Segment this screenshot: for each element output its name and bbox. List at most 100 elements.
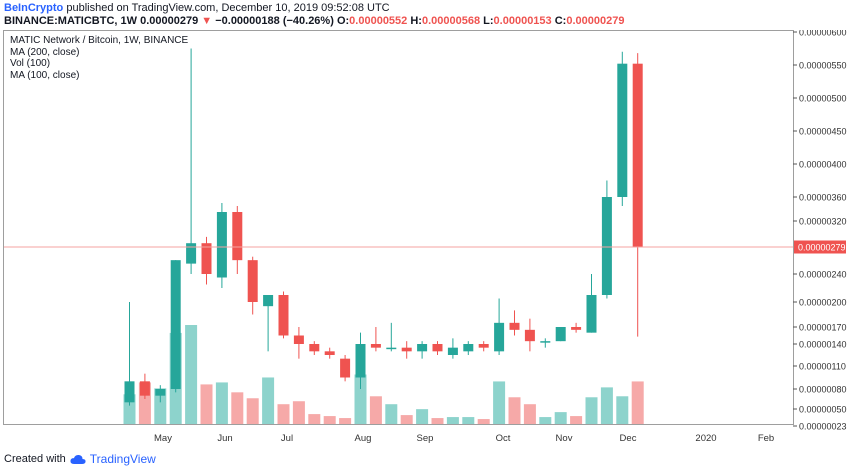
time-tick-label: Aug	[355, 433, 372, 444]
price-tick-label: 0.00000240	[799, 270, 847, 280]
time-tick-label: Feb	[758, 433, 774, 444]
price-tick-label: 0.00000080	[799, 385, 847, 395]
chart-legend: MATIC Network / Bitcoin, 1W, BINANCE MA …	[10, 35, 188, 81]
candle-body[interactable]	[124, 381, 135, 403]
price-axis[interactable]: 0.00000600 0.00000550 0.00000500 0.00000450…	[793, 28, 847, 432]
volume-bar	[493, 381, 506, 424]
volume-bar	[292, 401, 305, 424]
candle-body[interactable]	[186, 243, 197, 264]
candle-body[interactable]	[432, 344, 443, 352]
legend-volume[interactable]: Vol (100)	[10, 58, 51, 69]
tradingview-brand-link[interactable]: TradingView	[89, 452, 156, 466]
change-down-icon: ▼	[201, 15, 213, 27]
candles	[124, 48, 643, 406]
price-tick-label: 0.00000050	[799, 405, 847, 415]
price-tick-label: 0.00000550	[799, 61, 847, 71]
volume-bar	[185, 325, 198, 424]
time-axis[interactable]: May Jun Jul Aug Sep Oct Nov Dec 2020 Feb	[154, 433, 774, 444]
price-tick-label: 0.00000320	[799, 217, 847, 227]
price-tick-label: 0.00000140	[799, 340, 847, 350]
volume-bar	[231, 392, 244, 424]
price-tick-label: 0.00000360	[799, 193, 847, 203]
time-tick-label: Jun	[217, 433, 232, 444]
price-tick-label: 0.00000170	[799, 323, 847, 333]
candle-body[interactable]	[586, 295, 597, 333]
volume-bar	[523, 404, 536, 424]
candle-body[interactable]	[524, 329, 535, 342]
close-label: C:	[554, 15, 567, 27]
candle-body[interactable]	[293, 335, 304, 345]
candlestick-chart[interactable]: 0.00000600 0.00000550 0.00000500 0.00000450…	[3, 28, 848, 448]
candle-body[interactable]	[571, 327, 582, 330]
candle-body[interactable]	[617, 63, 628, 198]
current-price-tag: 0.00000279	[794, 240, 846, 254]
volume-bar	[585, 397, 598, 424]
low-label: L:	[483, 15, 494, 27]
low-value: 0.00000153	[493, 15, 552, 27]
open-label: O:	[336, 15, 350, 27]
price-tick-label: 0.00000200	[799, 298, 847, 308]
volume-bar	[354, 374, 367, 424]
candle-body[interactable]	[540, 341, 551, 343]
candle-body[interactable]	[216, 212, 227, 278]
candle-body[interactable]	[463, 344, 474, 352]
candle-body[interactable]	[155, 389, 166, 396]
created-with-text: Created with	[4, 453, 66, 465]
chart-container[interactable]: 0.00000600 0.00000550 0.00000500 0.00000450…	[3, 28, 848, 448]
volume-bar	[462, 417, 475, 424]
volume-bar	[385, 404, 398, 424]
candle-body[interactable]	[447, 347, 458, 355]
candle-body[interactable]	[247, 260, 258, 302]
candle-body[interactable]	[278, 295, 289, 336]
candle-body[interactable]	[601, 197, 612, 295]
price-tick-label: 0.00000023	[799, 422, 847, 432]
price-tag-bg	[794, 240, 846, 254]
price-tick-label: 0.00000600	[799, 30, 847, 38]
volume-bar	[570, 416, 583, 424]
volume-bar	[200, 384, 213, 424]
candle-body[interactable]	[232, 212, 243, 261]
candle-body[interactable]	[555, 327, 566, 342]
candle-body[interactable]	[201, 243, 212, 274]
time-tick-label: 2020	[695, 433, 716, 444]
volume-bar	[369, 396, 382, 424]
publisher-name[interactable]: BeInCrypto	[4, 2, 64, 14]
tradingview-cloud-icon	[70, 454, 86, 464]
time-tick-label: Nov	[556, 433, 573, 444]
published-text: published on TradingView.com, December 1…	[66, 2, 390, 14]
candle-body[interactable]	[170, 260, 181, 389]
price-tick-label: 0.00000450	[799, 127, 847, 137]
volume-bar	[508, 397, 521, 424]
volume-bar	[277, 404, 290, 424]
candle-body[interactable]	[263, 295, 274, 307]
close-value: 0.00000279	[566, 15, 625, 27]
price-tick-label: 0.00000400	[799, 160, 847, 170]
candle-body[interactable]	[478, 344, 489, 348]
candle-body[interactable]	[401, 347, 412, 352]
candle-body[interactable]	[386, 347, 397, 350]
high-value: 0.00000568	[421, 15, 481, 27]
candle-body[interactable]	[632, 63, 643, 248]
volume-bar	[539, 417, 552, 424]
candle-body[interactable]	[355, 344, 366, 378]
open-value: 0.00000552	[349, 15, 408, 27]
time-tick-label: Jul	[281, 433, 293, 444]
volume-bar	[262, 377, 275, 424]
candle-body[interactable]	[370, 344, 381, 348]
legend-ma200[interactable]: MA (200, close)	[10, 46, 80, 58]
volume-bar	[477, 419, 490, 424]
volume-bar	[616, 396, 629, 424]
legend-symbol[interactable]: MATIC Network / Bitcoin, 1W, BINANCE	[10, 35, 189, 46]
symbol-info-bar: BINANCE:MATICBTC, 1W 0.00000279 ▼ −0.000…	[4, 15, 624, 28]
chart-border	[3, 30, 794, 425]
candle-body[interactable]	[309, 344, 320, 352]
candle-body[interactable]	[417, 344, 428, 352]
legend-ma100[interactable]: MA (100, close)	[10, 69, 80, 81]
candle-body[interactable]	[139, 381, 150, 396]
candle-body[interactable]	[509, 322, 520, 330]
candle-body[interactable]	[340, 358, 351, 378]
time-tick-label: May	[154, 433, 172, 444]
candle-body[interactable]	[494, 322, 505, 352]
volume-bar	[446, 417, 459, 424]
candle-body[interactable]	[324, 351, 335, 355]
